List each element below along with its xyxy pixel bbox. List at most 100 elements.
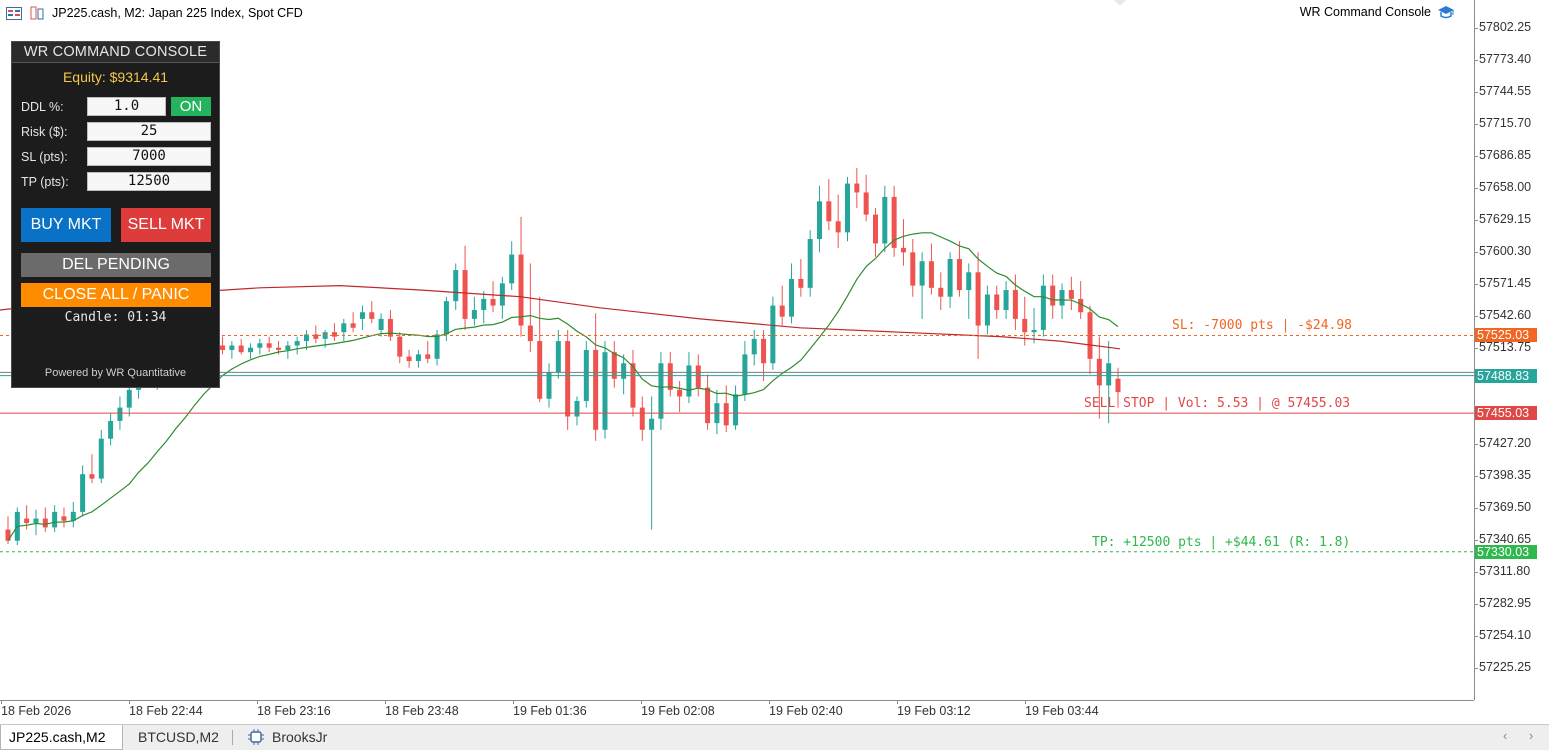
price-axis-tick [1474, 476, 1478, 477]
candle-body [266, 343, 272, 348]
candle-body [1040, 285, 1046, 330]
candle-body [947, 258, 953, 297]
time-axis-label: 19 Feb 01:36 [513, 704, 587, 718]
candle-body [5, 529, 11, 541]
ddl-input[interactable]: 1.0 [87, 97, 166, 116]
candle-body [863, 192, 869, 215]
price-axis-tick [1474, 572, 1478, 573]
buy-market-button[interactable]: BUY MKT [21, 208, 111, 242]
ma-fast-line [7, 232, 1119, 542]
candle-body [695, 365, 701, 388]
candle-body [303, 334, 309, 342]
candle-body [425, 354, 431, 359]
candle-body [1031, 329, 1037, 333]
candle-body [1068, 290, 1074, 299]
candle-body [70, 511, 76, 521]
symbol-candle-icon [30, 6, 44, 20]
price-axis-tick [1474, 284, 1478, 285]
price-axis-label: 57311.80 [1479, 564, 1531, 578]
tp-input[interactable]: 12500 [87, 172, 211, 191]
time-axis-tick [1025, 700, 1026, 704]
price-axis-tick [1474, 348, 1478, 349]
candle-body [387, 318, 393, 337]
candle-body [593, 349, 599, 430]
price-axis-tick [1474, 188, 1478, 189]
chip-icon [248, 728, 264, 753]
tp-annotation: TP: +12500 pts | +$44.61 (R: 1.8) [1092, 535, 1351, 550]
candle-body [1087, 312, 1093, 359]
candle-body [844, 183, 850, 233]
graduation-cap-icon [1437, 5, 1455, 19]
price-axis-tick [1474, 124, 1478, 125]
candle-body [80, 474, 86, 512]
candle-body [518, 254, 524, 326]
candle-body [527, 325, 533, 342]
candle-body [341, 323, 347, 333]
candle-body [1106, 363, 1112, 386]
candle-body [397, 336, 403, 357]
candle-body [257, 343, 263, 348]
price-axis-label: 57225.25 [1479, 660, 1532, 674]
candle-body [24, 518, 30, 523]
candle-body [742, 354, 748, 395]
time-axis-label: 19 Feb 02:08 [641, 704, 715, 718]
candle-body [639, 407, 645, 430]
price-axis-label: 57600.30 [1479, 244, 1532, 258]
candle-body [611, 352, 617, 379]
sl-input[interactable]: 7000 [87, 147, 211, 166]
candle-body [369, 312, 375, 319]
candle-body [630, 363, 636, 408]
candle-body [462, 270, 468, 319]
console-title[interactable]: WR COMMAND CONSOLE [12, 42, 219, 63]
candle-body [686, 365, 692, 397]
time-axis-label: 18 Feb 23:16 [257, 704, 331, 718]
candle-timer: Candle: 01:34 [64, 310, 167, 325]
candle-body [621, 363, 627, 379]
tab-brooksjr-label: BrooksJr [272, 729, 328, 745]
chart-window-icon[interactable] [6, 6, 22, 20]
scroll-right-icon[interactable]: › [1529, 728, 1534, 743]
candle-body [443, 301, 449, 335]
time-axis-label: 19 Feb 03:12 [897, 704, 971, 718]
price-axis-label: 57629.15 [1479, 212, 1532, 226]
candle-body [1012, 290, 1018, 319]
price-axis-label: 57802.25 [1479, 20, 1532, 34]
candle-body [434, 334, 440, 359]
scroll-left-icon[interactable]: ‹ [1503, 728, 1508, 743]
candle-body [910, 252, 916, 286]
candle-body [798, 278, 804, 288]
candle-body [938, 287, 944, 297]
tab-btcusd[interactable]: BTCUSD,M2 [138, 729, 219, 745]
ea-name: WR Command Console [1299, 5, 1431, 19]
risk-input[interactable]: 25 [87, 122, 211, 141]
sl-annotation: SL: -7000 pts | -$24.98 [1172, 318, 1353, 333]
candle-body [294, 341, 300, 346]
candle-body [1022, 318, 1028, 333]
price-axis-label: 57254.10 [1479, 628, 1532, 642]
delete-pending-button[interactable]: DEL PENDING [21, 253, 211, 277]
time-axis-label: 18 Feb 22:44 [129, 704, 203, 718]
command-console-panel[interactable]: WR COMMAND CONSOLE Equity: $9314.41 DDL … [11, 41, 220, 388]
candle-body [220, 345, 226, 350]
price-chart[interactable] [0, 0, 1474, 724]
candle-body [891, 196, 897, 248]
candle-body [882, 196, 888, 244]
candle-body [723, 403, 729, 426]
price-axis-tick [1474, 636, 1478, 637]
candle-body [471, 310, 477, 319]
candle-body [89, 474, 95, 479]
price-axis-label: 57686.85 [1479, 148, 1532, 162]
candle-body [546, 372, 552, 399]
price-tag: 57455.03 [1475, 406, 1537, 421]
sell-market-button[interactable]: SELL MKT [121, 208, 211, 242]
tab-brooksjr[interactable]: BrooksJr [242, 725, 335, 750]
close-all-panic-button[interactable]: CLOSE ALL / PANIC [21, 283, 211, 307]
candle-body [975, 272, 981, 326]
ddl-toggle-button[interactable]: ON [171, 97, 211, 116]
price-axis-tick [1474, 668, 1478, 669]
tab-jp225[interactable]: JP225.cash,M2 [0, 725, 123, 750]
candle-body [126, 389, 132, 408]
time-axis-tick [129, 700, 130, 704]
candle-body [108, 420, 114, 439]
risk-label: Risk ($): [21, 125, 68, 139]
